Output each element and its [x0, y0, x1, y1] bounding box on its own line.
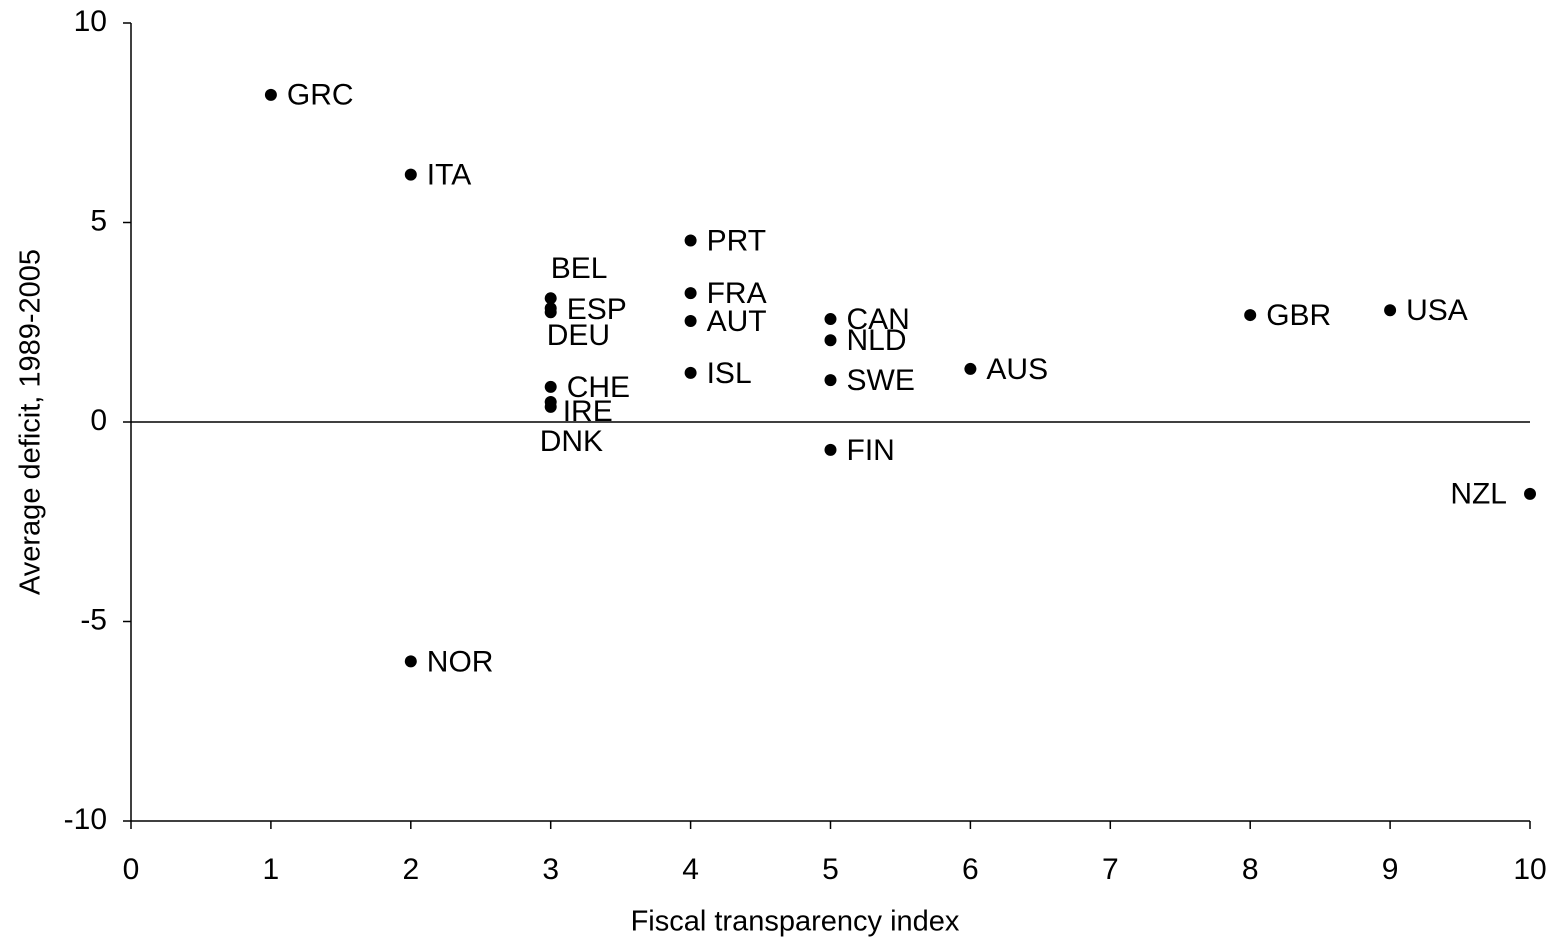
- x-tick-label: 3: [542, 853, 559, 886]
- point: [684, 234, 697, 247]
- point-label: DEU: [547, 319, 610, 352]
- point-label: CHE: [567, 371, 630, 404]
- x-tick-label: 0: [123, 853, 140, 886]
- point: [544, 306, 557, 319]
- point: [824, 313, 837, 326]
- x-tick-label: 9: [1382, 853, 1399, 886]
- point: [684, 287, 697, 300]
- point: [824, 374, 837, 387]
- point: [684, 366, 697, 379]
- y-tick-label: 5: [90, 204, 107, 237]
- point-label: ESP: [567, 293, 627, 326]
- point: [824, 443, 837, 456]
- point: [1524, 487, 1536, 500]
- y-tick-label: 0: [90, 404, 107, 437]
- point-label: AUS: [986, 353, 1048, 386]
- x-tick-label: 10: [1513, 853, 1546, 886]
- point-label: SWE: [847, 364, 915, 397]
- point-label: BEL: [551, 252, 608, 285]
- point: [964, 362, 977, 375]
- point-label: GRC: [287, 79, 354, 112]
- point-label: ISL: [707, 357, 752, 390]
- point-label: ITA: [427, 159, 471, 192]
- point-label: CAN: [847, 303, 910, 336]
- y-tick-label: -5: [80, 603, 107, 636]
- x-tick-label: 1: [263, 853, 280, 886]
- point-label: PRT: [707, 224, 766, 257]
- point: [544, 400, 557, 413]
- point: [1244, 309, 1257, 322]
- point: [404, 655, 417, 668]
- point: [544, 292, 557, 305]
- point-label: GBR: [1266, 299, 1331, 332]
- point-label: NOR: [427, 645, 494, 678]
- point: [264, 88, 277, 101]
- x-axis-title: Fiscal transparency index: [631, 906, 960, 938]
- x-tick-label: 4: [682, 853, 699, 886]
- point-label: IRE: [563, 395, 613, 428]
- y-axis-title: Average deficit, 1989-2005: [15, 249, 47, 595]
- point: [684, 315, 697, 328]
- point: [404, 168, 417, 181]
- point: [824, 334, 837, 347]
- x-tick-label: 2: [402, 853, 419, 886]
- x-tick-label: 5: [822, 853, 839, 886]
- y-tick-label: -10: [64, 803, 107, 836]
- point-label: DNK: [540, 425, 603, 458]
- point-label: USA: [1406, 294, 1468, 327]
- point-label: FIN: [847, 434, 895, 467]
- x-tick-label: 8: [1242, 853, 1259, 886]
- point-label: AUT: [707, 305, 767, 338]
- point-label: NLD: [847, 324, 907, 357]
- point-label: FRA: [707, 277, 767, 310]
- x-tick-label: 7: [1102, 853, 1119, 886]
- point: [544, 380, 557, 393]
- point-label: NZL: [1450, 478, 1507, 511]
- x-tick-label: 6: [962, 853, 979, 886]
- point: [1384, 304, 1397, 317]
- y-tick-label: 10: [74, 5, 107, 38]
